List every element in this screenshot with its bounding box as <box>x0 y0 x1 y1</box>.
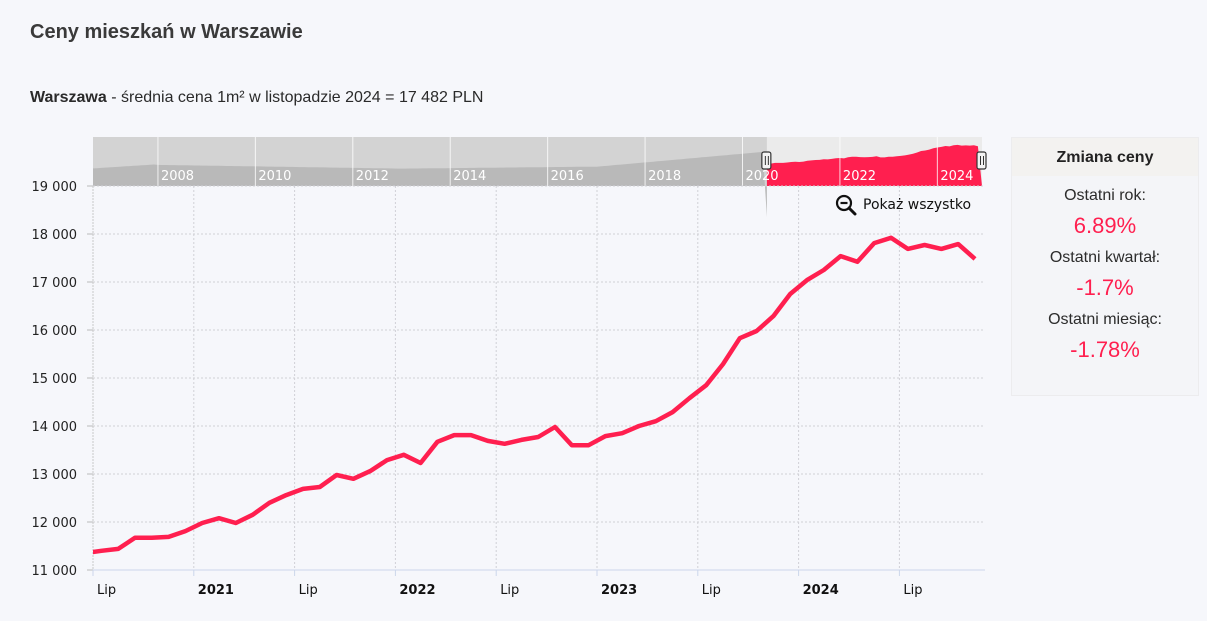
x-axis: Lip 2021 Lip 2022 Lip 2023 Lip 2024 Lip <box>92 569 985 598</box>
price-change-panel: Zmiana ceny Ostatni rok: 6.89% Ostatni k… <box>1011 137 1199 396</box>
navigator-year-label: 2022 <box>843 169 876 184</box>
city-name: Warszawa <box>30 89 107 106</box>
x-tick-label: Lip <box>903 583 922 598</box>
navigator-year-label: 2012 <box>356 169 389 184</box>
y-tick-label: 17 000 <box>32 276 78 291</box>
navigator-year-label: 2020 <box>745 169 778 184</box>
navigator-year-label: 2014 <box>453 169 486 184</box>
subtitle-text: - średnia cena 1m² w listopadzie 2024 = … <box>106 89 484 106</box>
page-title: Ceny mieszkań w Warszawie <box>30 21 303 43</box>
x-tick-label: 2022 <box>399 583 435 598</box>
reset-zoom-label: Pokaż wszystko <box>863 197 972 213</box>
navigator-handle-right[interactable] <box>976 151 987 170</box>
change-quarter-value: -1.7% <box>1076 275 1134 300</box>
y-tick-label: 18 000 <box>32 228 78 243</box>
series-layer <box>93 235 977 555</box>
zoom-out-icon <box>835 194 857 216</box>
change-year-value: 6.89% <box>1073 213 1137 238</box>
series-line-warszawa <box>93 235 977 555</box>
x-tick-label: Lip <box>299 583 318 598</box>
x-tick-label: 2021 <box>198 583 234 598</box>
navigator-year-label: 2024 <box>940 169 973 184</box>
y-tick-label: 13 000 <box>32 468 78 483</box>
page-subtitle: Warszawa - średnia cena 1m² w listopadzi… <box>30 89 483 107</box>
x-tick-label: Lip <box>702 583 721 598</box>
y-tick-label: 14 000 <box>32 420 78 435</box>
y-tick-label: 12 000 <box>32 516 78 531</box>
x-tick-label: 2024 <box>803 583 839 598</box>
navigator-handle-left[interactable] <box>761 151 772 170</box>
navigator-selected-area <box>766 144 982 186</box>
panel-header: Zmiana ceny <box>1012 138 1198 176</box>
navigator-year-label: 2016 <box>551 169 584 184</box>
reset-zoom-button[interactable]: Pokaż wszystko <box>835 194 971 216</box>
navigator[interactable]: 2008 2010 2012 2014 2016 2018 2020 2022 2024 <box>93 137 987 217</box>
y-tick-label: 11 000 <box>32 564 78 579</box>
change-month-value: -1.78% <box>1070 337 1140 362</box>
y-tick-label: 16 000 <box>32 324 78 339</box>
navigator-year-label: 2018 <box>648 169 681 184</box>
y-tick-label: 19 000 <box>32 180 78 195</box>
change-month-label: Ostatni miesiąc: <box>1048 311 1162 328</box>
navigator-history-area <box>93 151 767 217</box>
x-tick-label: Lip <box>97 583 116 598</box>
navigator-year-label: 2010 <box>258 169 291 184</box>
y-tick-label: 15 000 <box>32 372 78 387</box>
grid-lines <box>93 185 985 570</box>
x-tick-label: 2023 <box>601 583 637 598</box>
change-year-label: Ostatni rok: <box>1064 187 1146 204</box>
y-axis: 11 000 12 000 13 000 14 000 15 000 16 000 17 0… <box>32 180 94 579</box>
navigator-year-label: 2008 <box>161 169 194 184</box>
change-quarter-label: Ostatni kwartał: <box>1049 249 1161 266</box>
x-tick-label: Lip <box>500 583 519 598</box>
